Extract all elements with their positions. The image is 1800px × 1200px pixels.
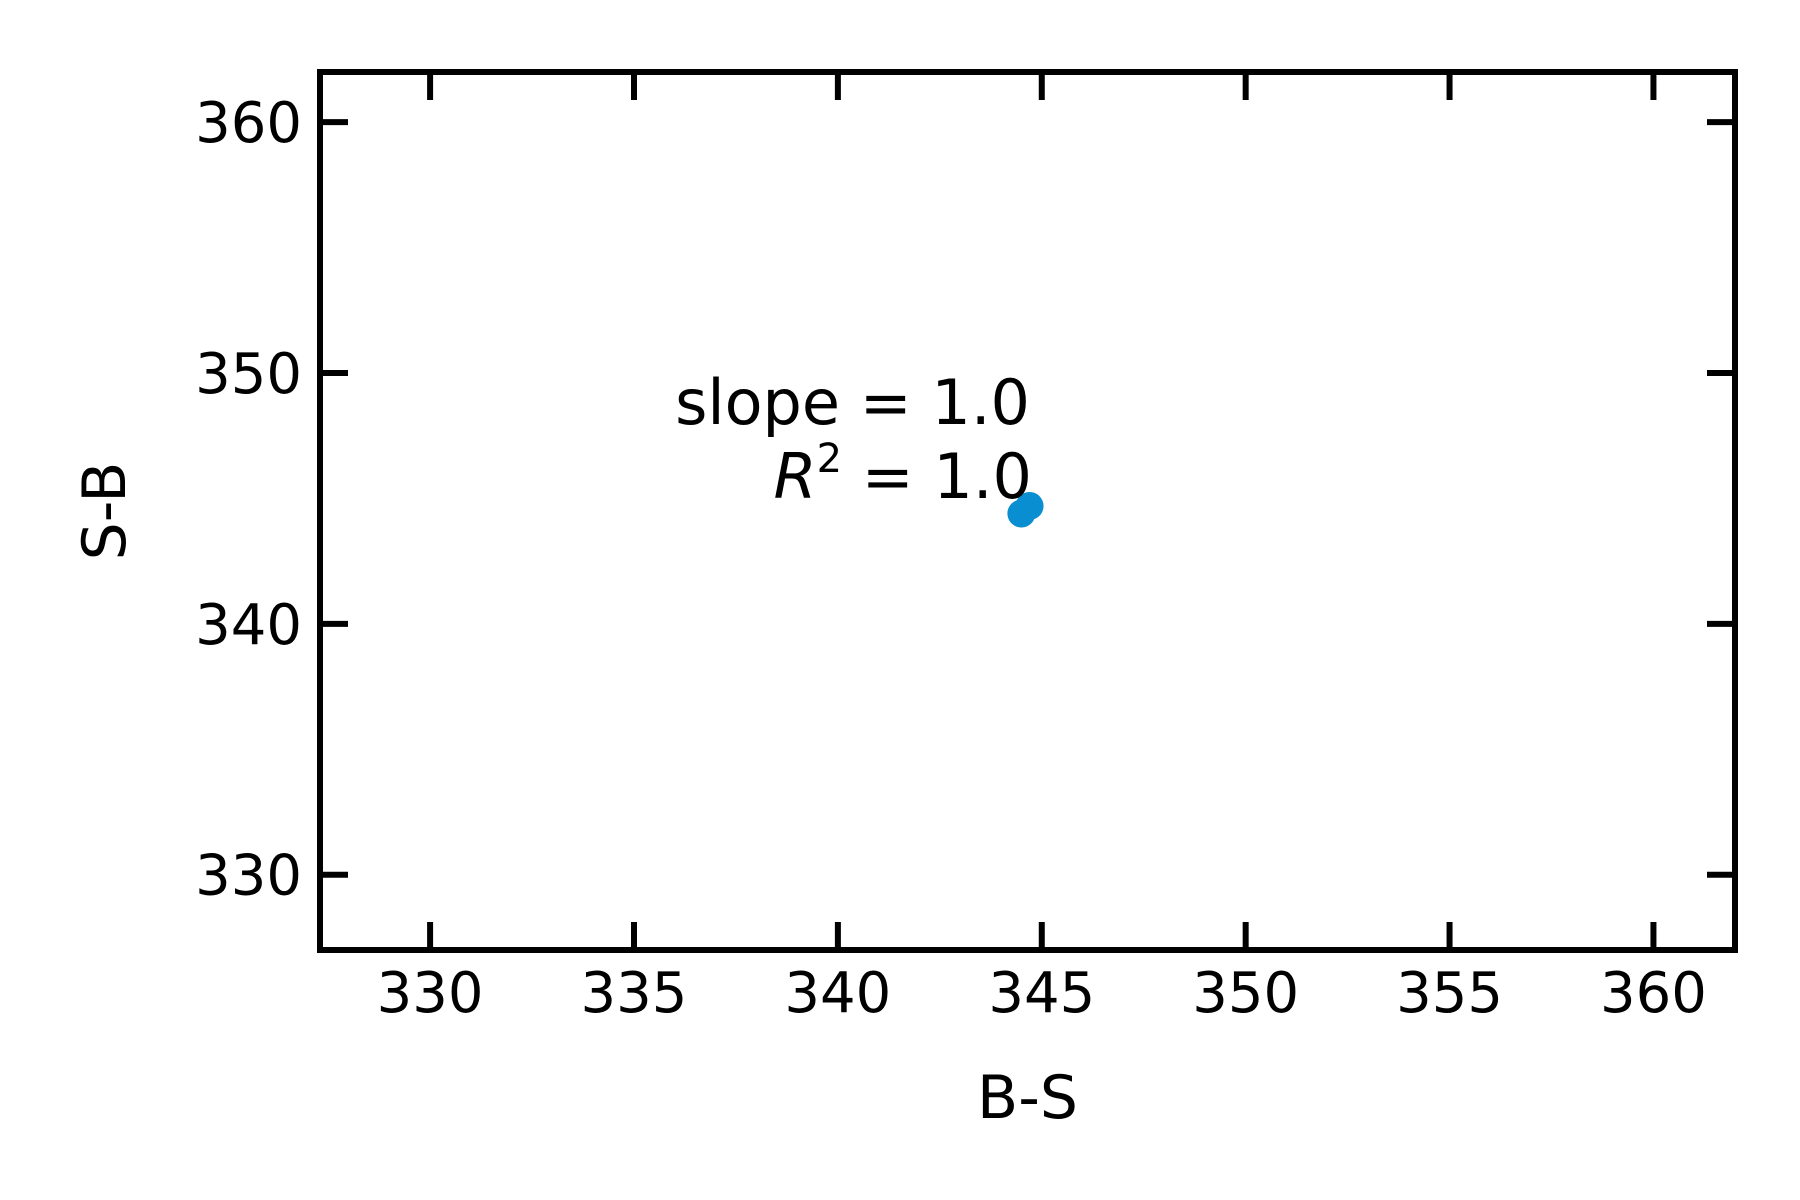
x-tick-label: 345	[988, 961, 1095, 1026]
slope-annotation: slope = 1.0	[675, 366, 1030, 439]
x-tick-label: 330	[377, 961, 484, 1026]
r2-annotation: R2 = 1.0	[773, 436, 1032, 513]
r2-symbol: R	[773, 440, 816, 513]
plot-frame	[317, 69, 1738, 953]
r2-exponent: 2	[817, 436, 842, 482]
x-tick-label: 360	[1600, 961, 1707, 1026]
x-axis-title: B-S	[977, 1063, 1078, 1133]
points-layer	[1007, 491, 1044, 528]
y-tick-label: 360	[195, 91, 302, 156]
y-axis-title: S-B	[70, 462, 140, 561]
x-tick-label: 340	[784, 961, 891, 1026]
y-tick-label: 340	[195, 593, 302, 658]
x-tick-label: 350	[1192, 961, 1299, 1026]
x-tick-label: 355	[1396, 961, 1503, 1026]
r2-value: = 1.0	[842, 440, 1032, 513]
x-tick-label: 335	[581, 961, 688, 1026]
ticks-layer: 330 335 340 345 350 355 360 330 340 350 360	[195, 72, 1735, 1026]
y-tick-label: 330	[195, 844, 302, 909]
data-point	[1015, 491, 1044, 520]
y-tick-label: 350	[195, 342, 302, 407]
